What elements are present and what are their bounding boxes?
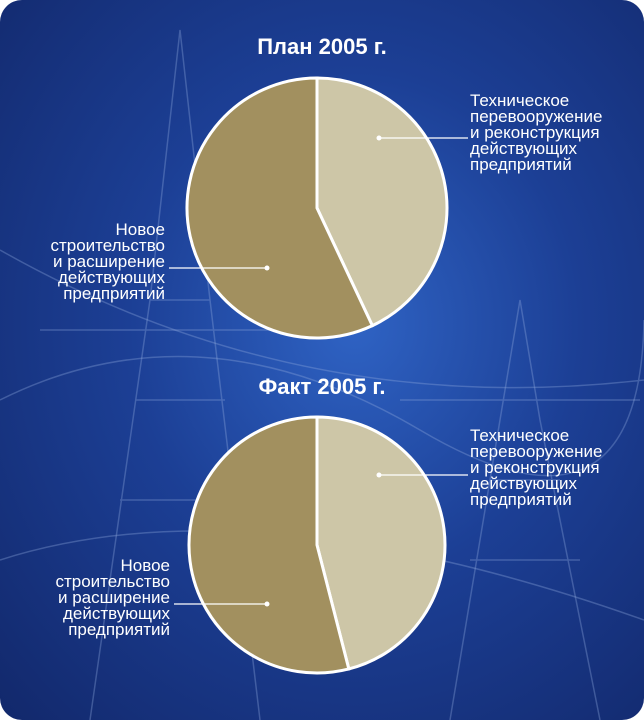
pie-slice — [187, 415, 351, 675]
pie-slice — [315, 415, 447, 671]
slice-label: Техническое перевооружение и реконструкц… — [470, 426, 603, 509]
slice-label: Новое строительство и расширение действу… — [55, 556, 170, 639]
leader-dot — [264, 265, 270, 271]
slice-label: Новое строительство и расширение действу… — [50, 220, 165, 303]
pie-slice — [185, 76, 375, 340]
pie-slice — [315, 76, 449, 328]
chart-title: Факт 2005 г. — [258, 374, 386, 399]
leader-dot — [376, 472, 382, 478]
leader-dot — [264, 601, 270, 607]
chart-title: План 2005 г. — [257, 34, 387, 59]
slice-label: Техническое перевооружение и реконструкц… — [470, 91, 603, 174]
leader-dot — [376, 135, 382, 141]
